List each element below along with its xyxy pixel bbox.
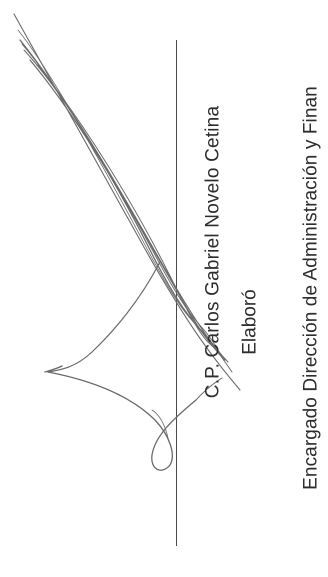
signer-name: C.P. Carlos Gabriel Novelo Cetina [202,105,224,399]
signature-line [176,40,177,546]
position-title: Encargado Dirección de Administración y … [300,86,322,490]
role-label: Elaboró [239,289,261,355]
